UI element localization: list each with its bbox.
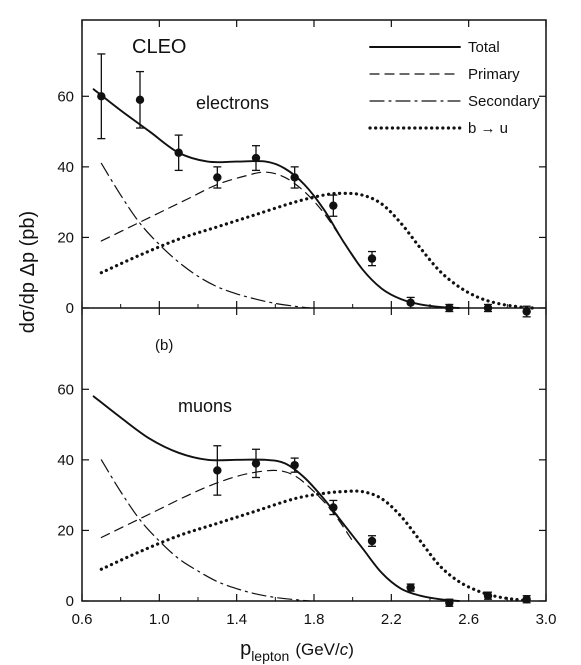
data-marker: [445, 598, 454, 607]
data-marker: [251, 153, 261, 163]
data-marker: [522, 595, 531, 604]
data-point: [290, 457, 299, 473]
data-point: [135, 70, 145, 129]
data-point: [483, 303, 493, 313]
series-solid-line: [92, 395, 460, 602]
legend-label: Secondary: [468, 93, 540, 110]
data-point: [522, 595, 531, 604]
y-tick-label: 60: [57, 381, 74, 398]
data-marker: [367, 536, 377, 546]
data-marker: [135, 95, 145, 105]
y-tick-label: 40: [57, 159, 74, 176]
data-point: [406, 296, 415, 309]
series-dotted-line: [99, 489, 535, 603]
series-solid-line: [92, 88, 460, 309]
series-dashed-line: [100, 171, 363, 270]
x-tick-label: 1.0: [149, 611, 170, 628]
panel-sub-label: (b): [155, 337, 173, 354]
data-marker: [290, 460, 299, 470]
y-tick-label: 0: [66, 593, 74, 610]
panel-muons: 0 20 40 60 muons (b): [57, 337, 546, 610]
y-tick-label: 20: [57, 522, 74, 539]
data-point: [213, 445, 222, 496]
data-point: [329, 499, 338, 516]
x-axis-title-sub: lepton: [251, 648, 289, 664]
legend-label: b → u: [468, 120, 508, 137]
data-point: [522, 305, 531, 318]
data-marker: [522, 307, 531, 316]
legend: Total Primary Secondary b → u: [368, 39, 540, 137]
data-point: [290, 166, 299, 189]
data-marker: [329, 201, 338, 210]
data-marker: [174, 148, 183, 157]
y-axis-title: dσ/dp Δp (pb): [17, 211, 39, 333]
data-marker: [483, 303, 493, 313]
data-point: [174, 134, 183, 172]
data-point: [213, 166, 222, 189]
data-point: [367, 535, 377, 547]
data-marker: [445, 303, 454, 313]
data-point: [251, 145, 261, 172]
x-tick-label: 1.8: [304, 611, 325, 628]
data-marker: [367, 254, 377, 263]
x-axis-title-units-var: c: [340, 640, 349, 659]
x-axis-title-units-close: ): [348, 640, 354, 659]
plot-frame: 0.6 1.0 1.4 1.8 2.2 2.6 3.0: [72, 19, 557, 628]
data-marker: [213, 173, 222, 182]
data-point: [329, 194, 338, 217]
y-tick-label: 60: [57, 88, 74, 105]
y-tick-label: 0: [66, 300, 74, 317]
x-tick-label: 1.4: [226, 611, 247, 628]
data-marker: [97, 92, 106, 101]
x-tick-label: 2.2: [381, 611, 402, 628]
data-marker: [483, 591, 493, 600]
x-tick-label: 3.0: [536, 611, 557, 628]
panel-label: electrons: [196, 93, 269, 113]
y-tick-label: 40: [57, 452, 74, 469]
data-marker: [406, 583, 415, 592]
x-axis-title-units: (GeV/: [295, 640, 340, 659]
legend-label: Total: [468, 39, 500, 56]
data-point: [445, 598, 454, 607]
x-axis-title: plepton (GeV/c): [240, 638, 354, 664]
series-dashed-line: [100, 469, 354, 542]
y-tick-label: 20: [57, 229, 74, 246]
data-point: [445, 303, 454, 313]
axes-labels: CLEO dσ/dp Δp (pb) plepton (GeV/c): [17, 36, 354, 664]
legend-label: Primary: [468, 66, 520, 83]
data-point: [406, 583, 415, 592]
data-marker: [251, 459, 261, 468]
series-dashdot-line: [100, 162, 311, 309]
data-marker: [290, 173, 299, 182]
data-point: [97, 53, 106, 140]
x-tick-label: 2.6: [458, 611, 479, 628]
data-point: [367, 250, 377, 267]
series-dashdot-line: [100, 459, 311, 602]
x-tick-label: 0.6: [72, 611, 93, 628]
x-axis-title-main: p: [240, 638, 251, 660]
data-marker: [406, 298, 415, 307]
experiment-label: CLEO: [132, 36, 186, 58]
data-marker: [329, 503, 338, 512]
panel-label: muons: [178, 396, 232, 416]
data-marker: [213, 466, 222, 475]
data-point: [483, 591, 493, 600]
series-dotted-line: [99, 191, 535, 310]
panel-electrons: 0 20 40 60 electrons: [57, 53, 546, 318]
data-point: [251, 448, 261, 479]
